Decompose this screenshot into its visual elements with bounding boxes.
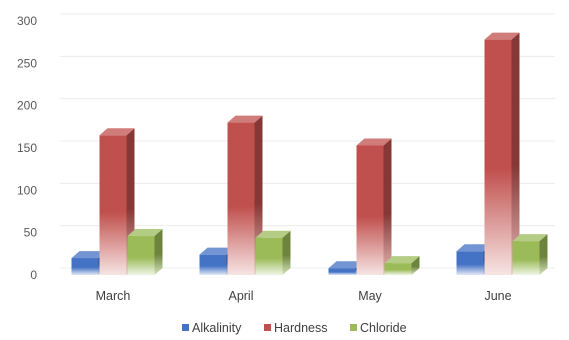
x-category-label: June xyxy=(484,289,511,303)
y-tick-label: 250 xyxy=(17,56,37,70)
x-category-label: April xyxy=(228,289,253,303)
y-tick-label: 150 xyxy=(17,141,37,155)
legend-item-chloride: Chloride xyxy=(350,321,407,335)
legend-label: Alkalinity xyxy=(192,321,242,335)
y-tick-label: 300 xyxy=(17,14,37,28)
x-axis-categories: March April May June xyxy=(96,289,512,303)
bar-hardness-may xyxy=(356,138,392,275)
legend-swatch xyxy=(264,324,271,331)
x-category-label: March xyxy=(96,289,131,303)
bar-chloride-march xyxy=(127,229,163,275)
legend-label: Hardness xyxy=(274,321,328,335)
y-tick-label: 200 xyxy=(17,99,37,113)
legend-item-alkalinity: Alkalinity xyxy=(182,321,242,335)
legend-swatch xyxy=(182,324,189,331)
gridlines xyxy=(60,13,555,269)
y-tick-label: 50 xyxy=(24,226,38,240)
y-tick-label: 100 xyxy=(17,183,37,197)
y-tick-label: 0 xyxy=(30,268,37,282)
legend-item-hardness: Hardness xyxy=(264,321,328,335)
y-axis-ticks: 0 50 100 150 200 250 300 xyxy=(17,14,37,282)
bar-chloride-april xyxy=(255,230,291,275)
bar-chloride-june xyxy=(512,234,548,275)
legend-swatch xyxy=(350,324,357,331)
bar-hardness-june xyxy=(484,32,520,276)
legend: Alkalinity Hardness Chloride xyxy=(182,321,407,335)
bars xyxy=(71,32,548,276)
legend-label: Chloride xyxy=(360,321,407,335)
x-category-label: May xyxy=(358,289,382,303)
bar-chloride-may xyxy=(384,256,420,275)
